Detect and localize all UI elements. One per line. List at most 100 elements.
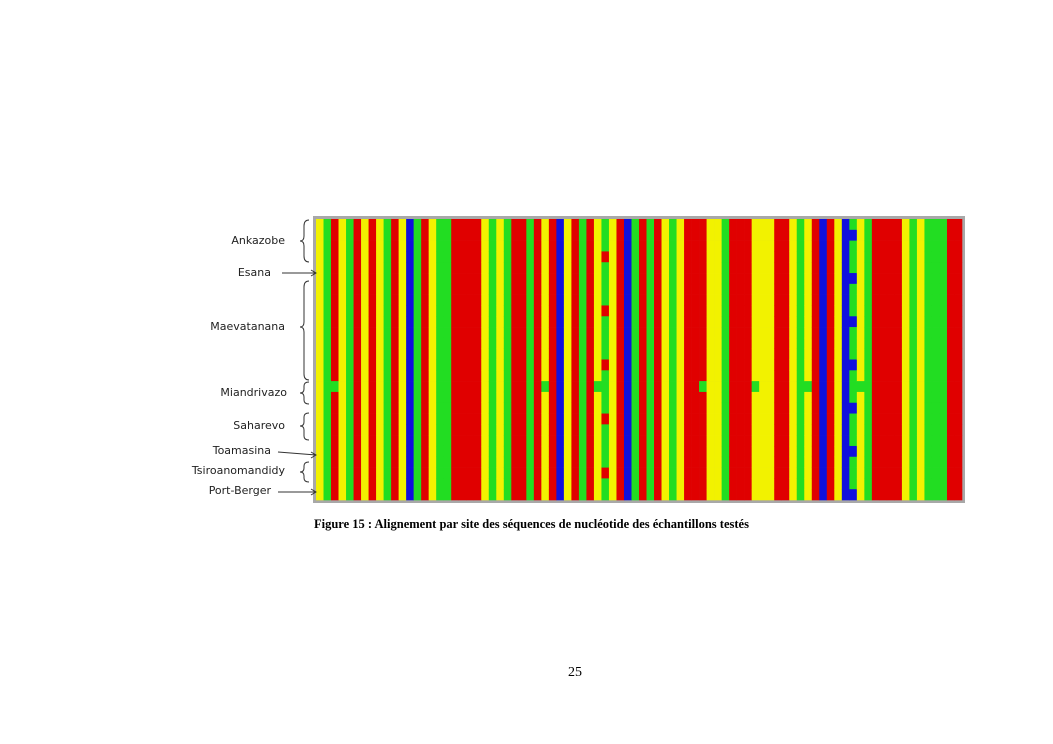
alignment-cell [639, 240, 647, 252]
alignment-cell [623, 294, 632, 306]
alignment-cell [721, 370, 730, 382]
alignment-cell [736, 251, 745, 263]
alignment-cell [533, 229, 542, 241]
alignment-cell [646, 435, 655, 447]
alignment-cell [669, 359, 677, 371]
alignment-cell [353, 305, 362, 317]
alignment-cell [436, 229, 444, 241]
alignment-cell [766, 467, 775, 479]
alignment-cell [578, 413, 587, 425]
alignment-cell [916, 283, 925, 295]
alignment-cell [406, 305, 414, 317]
alignment-cell [541, 456, 550, 468]
alignment-cell [789, 327, 798, 339]
alignment-cell [931, 370, 940, 382]
alignment-cell [548, 381, 557, 393]
alignment-cell [654, 337, 662, 349]
alignment-cell [916, 424, 925, 436]
alignment-cell [684, 348, 692, 360]
alignment-cell [879, 240, 888, 252]
alignment-cell [789, 305, 798, 317]
alignment-cell [376, 413, 384, 425]
alignment-cell [398, 445, 407, 458]
alignment-cell [323, 391, 332, 404]
alignment-cell [856, 337, 865, 349]
alignment-cell [571, 251, 580, 263]
alignment-cell [548, 262, 557, 274]
alignment-cell [796, 391, 805, 404]
alignment-cell [593, 391, 602, 404]
alignment-cell [391, 381, 399, 393]
alignment-cell [856, 305, 865, 317]
alignment-cell [639, 478, 647, 490]
alignment-cell [601, 456, 610, 468]
alignment-cell [616, 305, 625, 317]
alignment-cell [511, 445, 520, 458]
alignment-cell [331, 402, 339, 414]
alignment-cell [391, 467, 399, 479]
alignment-cell [804, 370, 813, 382]
alignment-cell [931, 391, 940, 404]
alignment-cell [316, 489, 324, 501]
alignment-cell [601, 229, 610, 241]
alignment-cell [924, 424, 933, 436]
alignment-cell [811, 478, 820, 490]
alignment-cell [721, 348, 730, 360]
alignment-cell [706, 467, 715, 479]
alignment-cell [481, 435, 490, 447]
alignment-cell [421, 219, 429, 231]
alignment-cell [548, 467, 557, 479]
alignment-cell [511, 413, 520, 425]
alignment-cell [496, 273, 505, 285]
alignment-cell [736, 219, 745, 231]
alignment-cell [736, 456, 745, 468]
alignment-cell [781, 413, 790, 425]
alignment-cell [736, 435, 745, 447]
alignment-cell [533, 240, 542, 252]
alignment-cell [338, 273, 347, 285]
alignment-cell [954, 219, 963, 231]
alignment-cell [954, 229, 963, 241]
alignment-cell [541, 467, 550, 479]
alignment-cell [503, 229, 512, 241]
alignment-cell [834, 337, 843, 349]
alignment-cell [488, 294, 497, 306]
alignment-cell [383, 445, 392, 458]
alignment-cell [571, 391, 580, 404]
alignment-cell [706, 370, 715, 382]
alignment-cell [578, 391, 587, 404]
alignment-cell [684, 381, 692, 393]
alignment-cell [931, 273, 940, 285]
alignment-cell [548, 445, 557, 458]
alignment-cell [691, 337, 700, 349]
alignment-cell [608, 424, 617, 436]
alignment-cell [398, 467, 407, 479]
alignment-cell [706, 456, 715, 468]
alignment-cell [864, 240, 873, 252]
alignment-cell [796, 413, 805, 425]
alignment-cell [541, 251, 550, 263]
alignment-cell [774, 262, 783, 274]
alignment-cell [443, 467, 452, 479]
alignment-cell [436, 316, 444, 328]
alignment-cell [856, 327, 865, 339]
alignment-cell [541, 489, 550, 501]
alignment-cell [451, 381, 460, 393]
alignment-cell [766, 391, 775, 404]
alignment-cell [338, 370, 347, 382]
alignment-cell [774, 316, 783, 328]
alignment-cell [383, 348, 392, 360]
alignment-cell [931, 381, 940, 393]
alignment-cell [661, 359, 670, 371]
alignment-cell [458, 348, 467, 360]
alignment-cell [608, 478, 617, 490]
alignment-cell [669, 273, 677, 285]
alignment-cell [368, 381, 377, 393]
alignment-cell [721, 283, 730, 295]
alignment-cell [954, 435, 963, 447]
alignment-cell [406, 445, 414, 458]
alignment-cell [413, 294, 422, 306]
alignment-cell [834, 467, 843, 479]
alignment-cell [691, 402, 700, 414]
alignment-cell [804, 381, 813, 393]
